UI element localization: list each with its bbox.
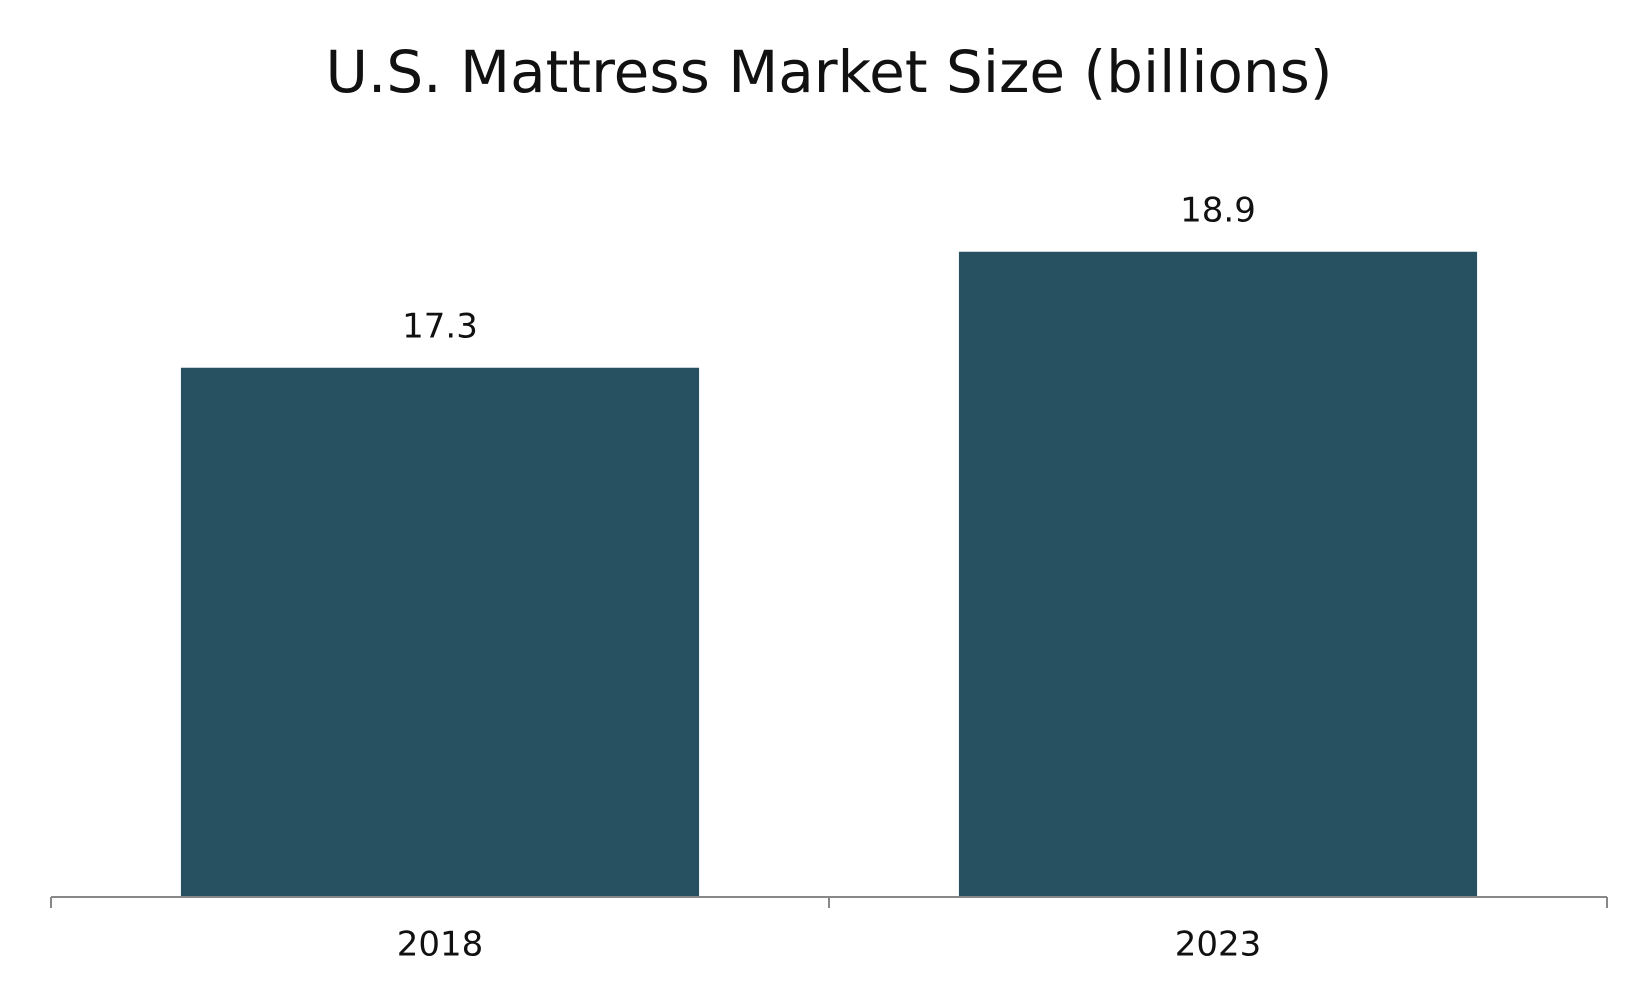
bar bbox=[180, 367, 700, 897]
x-tick-label: 2018 bbox=[397, 925, 484, 965]
value-label: 17.3 bbox=[402, 306, 478, 346]
bar bbox=[958, 251, 1478, 897]
chart-title: U.S. Mattress Market Size (billions) bbox=[325, 38, 1332, 106]
x-tick-label: 2023 bbox=[1175, 925, 1262, 965]
value-label: 18.9 bbox=[1180, 190, 1256, 230]
